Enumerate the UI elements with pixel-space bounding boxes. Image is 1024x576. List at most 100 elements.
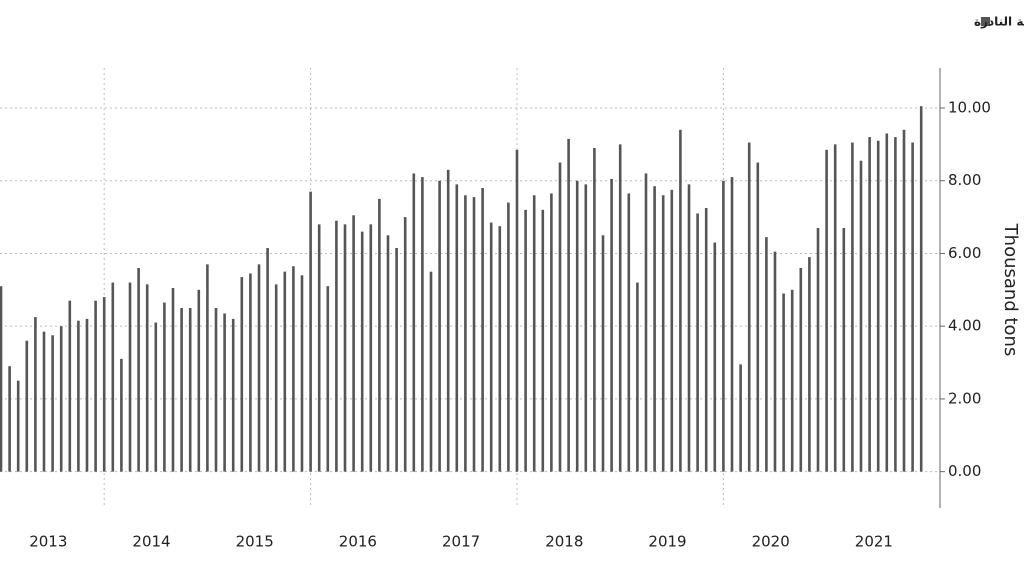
bar <box>326 286 330 472</box>
x-tick-label: 2017 <box>442 533 480 551</box>
bar <box>317 224 321 472</box>
bar <box>206 264 209 472</box>
y-tick-label: 0.00 <box>948 462 981 480</box>
bar <box>558 162 562 472</box>
bar <box>257 264 261 472</box>
bar <box>403 217 407 472</box>
legend-label: الصادرات الصينية من العناصر الأرضية النا… <box>974 14 1024 29</box>
x-tick-label: 2018 <box>545 533 583 551</box>
bar <box>756 162 760 472</box>
x-tick-label: 2021 <box>855 533 893 551</box>
bar <box>111 282 115 472</box>
bar <box>885 133 889 472</box>
bar <box>601 235 605 472</box>
bar <box>94 300 97 472</box>
bar <box>696 213 699 472</box>
x-tick-label: 2016 <box>339 533 377 551</box>
bar <box>25 340 29 472</box>
x-tick-label: 2014 <box>132 533 170 551</box>
bar <box>833 144 837 472</box>
bar <box>644 173 648 472</box>
bar <box>661 195 665 472</box>
bar <box>636 282 639 472</box>
bar <box>902 129 906 472</box>
bar <box>713 242 717 472</box>
legend-swatch <box>981 17 990 26</box>
bar <box>352 215 355 472</box>
bar <box>266 248 269 472</box>
bar <box>180 308 183 472</box>
bar <box>446 169 450 472</box>
bar <box>77 320 80 472</box>
bar <box>128 282 132 472</box>
bar <box>429 271 433 472</box>
x-tick-label: 2013 <box>29 533 67 551</box>
bar <box>292 266 295 472</box>
bar <box>653 186 656 472</box>
bar <box>515 149 519 472</box>
bar <box>231 318 235 472</box>
bar <box>274 284 278 472</box>
bar <box>240 277 244 472</box>
bar <box>386 235 390 472</box>
x-tick-label: 2015 <box>236 533 274 551</box>
bar <box>455 184 459 472</box>
bar <box>816 228 820 472</box>
bar <box>369 224 373 472</box>
bar <box>627 193 631 472</box>
bar <box>894 137 897 472</box>
bar <box>42 331 46 472</box>
y-tick-label: 10.00 <box>948 99 991 117</box>
bar <box>532 195 536 472</box>
y-tick-label: 6.00 <box>948 244 981 262</box>
bar <box>722 180 725 472</box>
bar <box>34 317 37 472</box>
x-tick-label: 2020 <box>752 533 790 551</box>
bar <box>154 322 158 472</box>
bar <box>507 202 510 472</box>
bar <box>68 300 72 472</box>
bar <box>687 184 691 472</box>
bar <box>395 248 398 472</box>
bar <box>541 209 545 472</box>
bar <box>335 220 338 472</box>
bar <box>309 191 312 472</box>
bar <box>919 106 923 472</box>
bar <box>679 129 682 472</box>
bar <box>859 160 863 472</box>
bar <box>378 198 381 472</box>
bar <box>704 208 708 472</box>
bar <box>137 268 140 472</box>
bar <box>489 222 493 472</box>
bar <box>808 257 811 472</box>
bar <box>575 180 579 472</box>
bar <box>825 149 828 472</box>
bar <box>59 326 63 472</box>
bar <box>360 231 364 472</box>
bar <box>851 142 854 472</box>
x-tick-label: 2019 <box>648 533 686 551</box>
bar <box>16 380 20 472</box>
bar <box>481 188 484 472</box>
bar <box>911 142 914 472</box>
bar <box>790 289 794 472</box>
bar <box>421 177 424 472</box>
bar <box>765 237 768 472</box>
bar <box>343 224 347 472</box>
y-tick-label: 2.00 <box>948 389 981 407</box>
bar <box>670 189 674 472</box>
bar <box>249 273 252 472</box>
bar <box>868 137 871 472</box>
bar <box>584 184 588 472</box>
bar <box>593 148 596 472</box>
bar <box>773 251 777 472</box>
bar <box>145 284 149 472</box>
bar <box>0 286 3 472</box>
bar <box>550 193 553 472</box>
bar <box>412 173 416 472</box>
bar <box>472 197 476 472</box>
bar <box>799 268 803 472</box>
bar <box>524 209 527 472</box>
bar <box>8 366 11 472</box>
